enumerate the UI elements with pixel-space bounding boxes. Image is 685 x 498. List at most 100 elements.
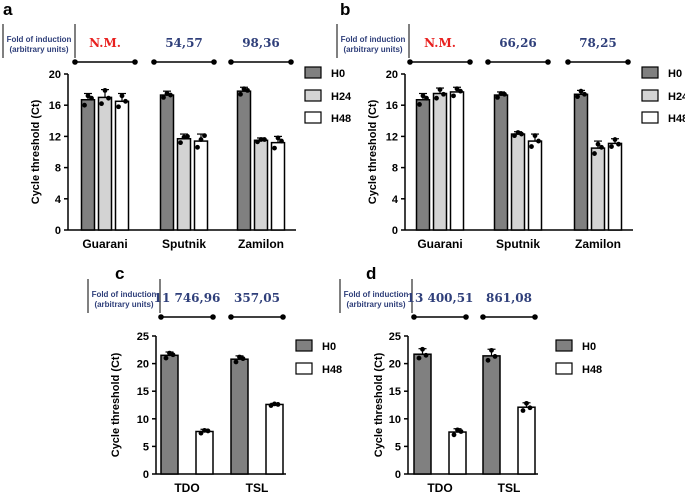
category-label: Zamilon bbox=[238, 237, 284, 251]
data-point bbox=[238, 91, 243, 97]
bar-H48-TSL bbox=[265, 403, 284, 475]
y-axis-label: Cycle threshold (Ct) bbox=[367, 99, 379, 204]
category-label: TDO bbox=[174, 481, 199, 495]
bar-H48-Sputnik bbox=[193, 140, 209, 231]
fold-arrow-end bbox=[485, 59, 491, 65]
fold-value: 861,08 bbox=[486, 291, 532, 305]
fold-arrow-end bbox=[72, 59, 78, 65]
data-point bbox=[529, 144, 534, 149]
fold-arrow-end bbox=[625, 59, 631, 65]
bar-H0-Guarani bbox=[80, 98, 96, 231]
fold-arrow-end bbox=[151, 59, 157, 65]
bar-H0-TSL bbox=[482, 355, 501, 475]
legend-label: H0 bbox=[331, 68, 345, 80]
legend-label: H0 bbox=[582, 341, 596, 353]
legend-swatch-H0 bbox=[641, 66, 659, 79]
bar-H0-TDO bbox=[413, 353, 432, 475]
data-point bbox=[592, 151, 597, 156]
y-tick-label: 10 bbox=[137, 414, 149, 426]
fold-value: 66,26 bbox=[499, 36, 537, 50]
data-point bbox=[519, 131, 524, 137]
fold-arrow-end bbox=[228, 59, 234, 65]
panel-label: b bbox=[340, 0, 350, 19]
y-tick-label: 5 bbox=[143, 441, 149, 453]
y-axis-label: Cycle threshold (Ct) bbox=[30, 99, 42, 204]
fold-arrow-end bbox=[407, 59, 413, 65]
legend-label: H24 bbox=[331, 91, 352, 103]
legend-swatch-H0 bbox=[295, 339, 313, 352]
data-point bbox=[258, 137, 264, 142]
data-point bbox=[609, 144, 614, 149]
y-tick-label: 8 bbox=[55, 163, 61, 175]
y-axis-label: Cycle threshold (Ct) bbox=[373, 352, 385, 457]
fold-subtitle: (arbitrary units) bbox=[346, 300, 405, 309]
bar-H48-TSL bbox=[517, 406, 536, 475]
y-tick-label: 20 bbox=[386, 69, 398, 81]
legend-swatch-H24 bbox=[641, 89, 659, 102]
bar-H0-Zamilon bbox=[573, 93, 589, 231]
data-point bbox=[458, 88, 463, 94]
data-point bbox=[599, 144, 604, 150]
data-point bbox=[205, 428, 211, 434]
y-tick-label: 0 bbox=[55, 225, 61, 237]
data-point bbox=[536, 138, 541, 144]
bar-H48-Sputnik bbox=[527, 140, 543, 231]
data-point bbox=[489, 347, 494, 353]
data-point bbox=[578, 88, 584, 94]
legend-swatch-H48 bbox=[641, 111, 659, 124]
data-point bbox=[502, 91, 507, 97]
bar-H0-Guarani bbox=[415, 98, 431, 231]
data-point bbox=[454, 86, 460, 92]
data-point bbox=[424, 95, 429, 101]
bar-H0-Sputnik bbox=[493, 94, 509, 231]
fold-arrow-end bbox=[158, 314, 164, 320]
fold-value: 54,57 bbox=[165, 36, 203, 50]
y-tick-label: 25 bbox=[389, 331, 401, 343]
bar-H48-TDO bbox=[195, 430, 214, 475]
data-point bbox=[441, 91, 446, 97]
y-tick-label: 12 bbox=[386, 131, 398, 143]
legend-label: H0 bbox=[322, 341, 336, 353]
data-point bbox=[245, 87, 250, 93]
panel-label: d bbox=[366, 264, 376, 283]
y-tick-label: 0 bbox=[392, 225, 398, 237]
data-point bbox=[168, 92, 173, 98]
data-point bbox=[202, 133, 207, 139]
data-point bbox=[275, 135, 281, 141]
legend-label: H24 bbox=[668, 91, 685, 103]
data-point bbox=[178, 140, 183, 146]
panel-label: a bbox=[3, 0, 13, 19]
data-point bbox=[170, 352, 176, 358]
panel-a: a Fold of induction(arbitrary units) N.M. 5… bbox=[2, 0, 352, 251]
category-label: Guarani bbox=[417, 237, 462, 251]
data-point bbox=[198, 430, 204, 436]
data-point bbox=[233, 359, 239, 365]
y-tick-label: 5 bbox=[395, 441, 401, 453]
data-point bbox=[437, 87, 443, 92]
panel-b: b Fold of induction(arbitrary units) N.M. 6… bbox=[336, 0, 685, 251]
data-point bbox=[492, 354, 498, 359]
data-point bbox=[416, 355, 422, 361]
fold-value: 78,25 bbox=[579, 36, 617, 50]
category-label: Guarani bbox=[82, 237, 127, 251]
y-tick-label: 20 bbox=[389, 359, 401, 371]
fold-subtitle: (arbitrary units) bbox=[343, 45, 402, 54]
fold-arrow-end bbox=[211, 59, 217, 65]
data-point bbox=[99, 101, 104, 107]
category-label: TSL bbox=[498, 481, 521, 495]
category-label: Sputnik bbox=[162, 237, 206, 251]
y-tick-label: 0 bbox=[395, 469, 401, 481]
category-label: TDO bbox=[427, 481, 452, 495]
data-point bbox=[512, 133, 517, 139]
fold-value: 11 746,96 bbox=[154, 291, 221, 305]
legend-swatch-H48 bbox=[295, 362, 313, 375]
fold-arrow-end bbox=[288, 59, 294, 65]
legend-label: H48 bbox=[331, 113, 351, 125]
fold-value: 98,36 bbox=[242, 36, 280, 50]
fold-arrow-end bbox=[565, 59, 571, 65]
data-point bbox=[82, 102, 87, 108]
fold-title: Fold of induction bbox=[92, 290, 157, 299]
data-point bbox=[524, 400, 529, 406]
